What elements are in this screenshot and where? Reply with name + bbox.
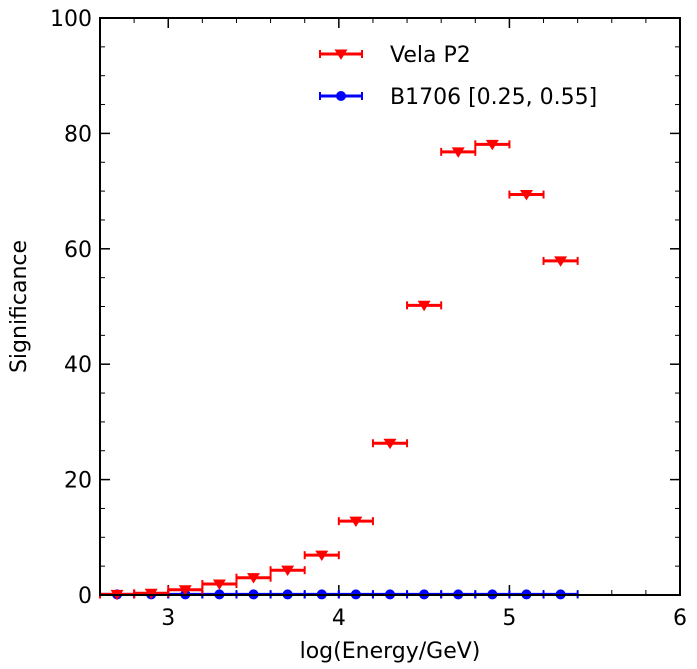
- legend-label: Vela P2: [390, 43, 471, 68]
- legend-label: B1706 [0.25, 0.55]: [390, 85, 597, 110]
- data-point: [485, 139, 499, 151]
- series-layer: [99, 139, 579, 601]
- series-vela-p2: [99, 139, 579, 601]
- legend-marker: [336, 91, 346, 101]
- data-point: [281, 565, 295, 577]
- data-point: [519, 190, 533, 201]
- data-point: [349, 516, 363, 527]
- x-tick-label: 5: [502, 606, 516, 631]
- x-axis-label: log(Energy/GeV): [300, 639, 481, 664]
- data-point: [144, 588, 158, 600]
- data-point: [451, 147, 465, 158]
- data-point: [178, 585, 192, 596]
- y-tick-label: 100: [50, 7, 92, 32]
- y-tick-label: 60: [64, 238, 92, 263]
- y-tick-label: 20: [64, 469, 92, 494]
- y-tick-label: 0: [78, 584, 92, 609]
- plot-frame: [99, 17, 681, 596]
- data-point: [212, 579, 226, 590]
- data-point: [247, 573, 261, 584]
- legend-marker: [334, 49, 348, 60]
- data-point: [417, 300, 431, 312]
- data-point: [383, 438, 397, 450]
- y-axis-label: Significance: [7, 240, 32, 373]
- x-tick-label: 6: [673, 606, 687, 631]
- x-tick-label: 4: [332, 606, 346, 631]
- legend: Vela P2 B1706 [0.25, 0.55]: [319, 43, 597, 110]
- data-point: [315, 550, 329, 562]
- x-tick-label: 3: [161, 606, 175, 631]
- y-tick-label: 40: [64, 353, 92, 378]
- y-tick-label: 80: [64, 122, 92, 147]
- data-point: [554, 256, 568, 267]
